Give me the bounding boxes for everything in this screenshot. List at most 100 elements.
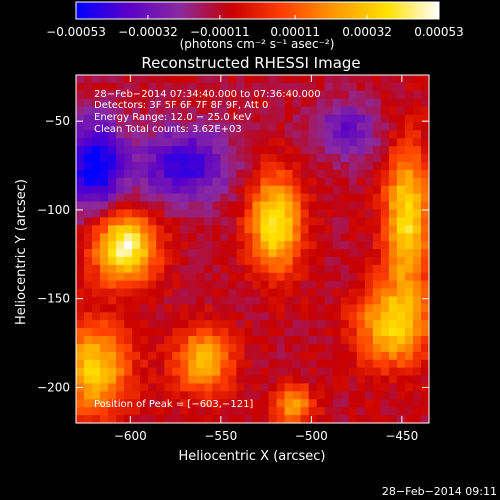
heatmap-cell bbox=[372, 256, 382, 266]
heatmap-cell bbox=[132, 169, 141, 179]
heatmap-cell bbox=[380, 162, 390, 171]
heatmap-cell bbox=[132, 106, 141, 116]
heatmap-cell bbox=[276, 328, 286, 337]
heatmap-cell bbox=[396, 98, 406, 108]
heatmap-cell bbox=[84, 122, 93, 131]
heatmap-cell bbox=[100, 193, 109, 203]
heatmap-cell bbox=[404, 98, 414, 108]
heatmap-cell bbox=[332, 375, 342, 385]
heatmap-cell bbox=[164, 272, 173, 282]
heatmap-cell bbox=[84, 90, 93, 100]
heatmap-cell bbox=[308, 106, 318, 116]
heatmap-cell bbox=[404, 272, 414, 282]
heatmap-cell bbox=[212, 162, 222, 171]
heatmap-cell bbox=[124, 351, 133, 361]
heatmap-cell bbox=[252, 138, 262, 147]
heatmap-cell bbox=[92, 249, 101, 258]
heatmap-cell bbox=[340, 415, 350, 424]
heatmap-cell bbox=[412, 75, 422, 84]
heatmap-cell bbox=[204, 122, 213, 131]
heatmap-cell bbox=[356, 375, 366, 385]
heatmap-cell bbox=[156, 343, 165, 353]
heatmap-cell bbox=[156, 185, 165, 195]
heatmap-cell bbox=[204, 106, 213, 116]
heatmap-cell bbox=[116, 114, 125, 124]
heatmap-cell bbox=[356, 106, 366, 116]
heatmap-cell bbox=[300, 391, 310, 400]
heatmap-cell bbox=[204, 138, 213, 147]
heatmap-cell bbox=[316, 185, 326, 195]
heatmap-cell bbox=[124, 162, 133, 171]
heatmap-cell bbox=[76, 415, 85, 424]
heatmap-cell bbox=[260, 320, 270, 329]
heatmap-cell bbox=[140, 225, 149, 234]
heatmap-cell bbox=[268, 130, 278, 139]
heatmap-cell bbox=[124, 201, 133, 211]
heatmap-cell bbox=[268, 249, 278, 258]
heatmap-cell bbox=[164, 177, 173, 187]
heatmap-cell bbox=[308, 320, 318, 329]
heatmap-cell bbox=[204, 217, 213, 226]
heatmap-cell bbox=[348, 169, 358, 179]
heatmap-cell bbox=[324, 249, 334, 258]
heatmap-cell bbox=[92, 320, 101, 329]
heatmap-cell bbox=[188, 185, 197, 195]
heatmap-cell bbox=[148, 193, 157, 203]
heatmap-cell bbox=[108, 75, 117, 84]
heatmap-cell bbox=[212, 343, 222, 353]
heatmap-cell bbox=[100, 256, 109, 266]
heatmap-cell bbox=[316, 367, 326, 377]
heatmap-cell bbox=[276, 407, 286, 416]
heatmap-cell bbox=[228, 256, 238, 266]
heatmap-cell bbox=[148, 304, 157, 313]
heatmap-cell bbox=[172, 288, 181, 298]
heatmap-cell bbox=[252, 336, 262, 345]
heatmap-cell bbox=[188, 233, 197, 242]
heatmap-cell bbox=[348, 351, 358, 361]
heatmap-cell bbox=[340, 312, 350, 321]
heatmap-cell bbox=[316, 114, 326, 124]
heatmap-cell bbox=[268, 138, 278, 147]
heatmap-cell bbox=[212, 264, 222, 274]
heatmap-cell bbox=[84, 114, 93, 124]
heatmap-cell bbox=[164, 169, 173, 179]
heatmap-cell bbox=[140, 138, 149, 147]
heatmap-cell bbox=[284, 304, 294, 313]
heatmap-cell bbox=[420, 185, 430, 195]
heatmap-cell bbox=[100, 264, 109, 274]
heatmap-cell bbox=[100, 312, 109, 321]
colorbar-tick-label: −0.00011 bbox=[190, 25, 250, 39]
heatmap-cell bbox=[148, 312, 157, 321]
heatmap-cell bbox=[84, 130, 93, 139]
heatmap-cell bbox=[396, 367, 406, 377]
heatmap-cell bbox=[236, 146, 246, 155]
heatmap-cell bbox=[300, 288, 310, 298]
heatmap-cell bbox=[220, 177, 230, 187]
heatmap-cell bbox=[100, 415, 109, 424]
heatmap-cell bbox=[356, 336, 366, 345]
heatmap-cell bbox=[228, 320, 238, 329]
heatmap-cell bbox=[404, 288, 414, 298]
heatmap-cell bbox=[204, 193, 213, 203]
heatmap-cell bbox=[380, 177, 390, 187]
heatmap-cell bbox=[180, 272, 189, 282]
heatmap-cell bbox=[220, 336, 230, 345]
heatmap-cell bbox=[204, 146, 213, 155]
heatmap-cell bbox=[108, 106, 117, 116]
heatmap-cell bbox=[332, 399, 342, 408]
heatmap-cell bbox=[204, 399, 213, 408]
heatmap-cell bbox=[108, 264, 117, 274]
heatmap-cell bbox=[140, 415, 149, 424]
heatmap-cell bbox=[316, 98, 326, 108]
heatmap-cell bbox=[412, 391, 422, 400]
heatmap-cell bbox=[364, 75, 374, 84]
heatmap-cell bbox=[340, 249, 350, 258]
heatmap-cell bbox=[252, 177, 262, 187]
heatmap-cell bbox=[148, 169, 157, 179]
heatmap-cell bbox=[204, 336, 213, 345]
heatmap-cell bbox=[284, 336, 294, 345]
heatmap-cell bbox=[220, 82, 230, 92]
heatmap-cell bbox=[228, 130, 238, 139]
heatmap-cell bbox=[212, 90, 222, 100]
heatmap-cell bbox=[140, 407, 149, 416]
